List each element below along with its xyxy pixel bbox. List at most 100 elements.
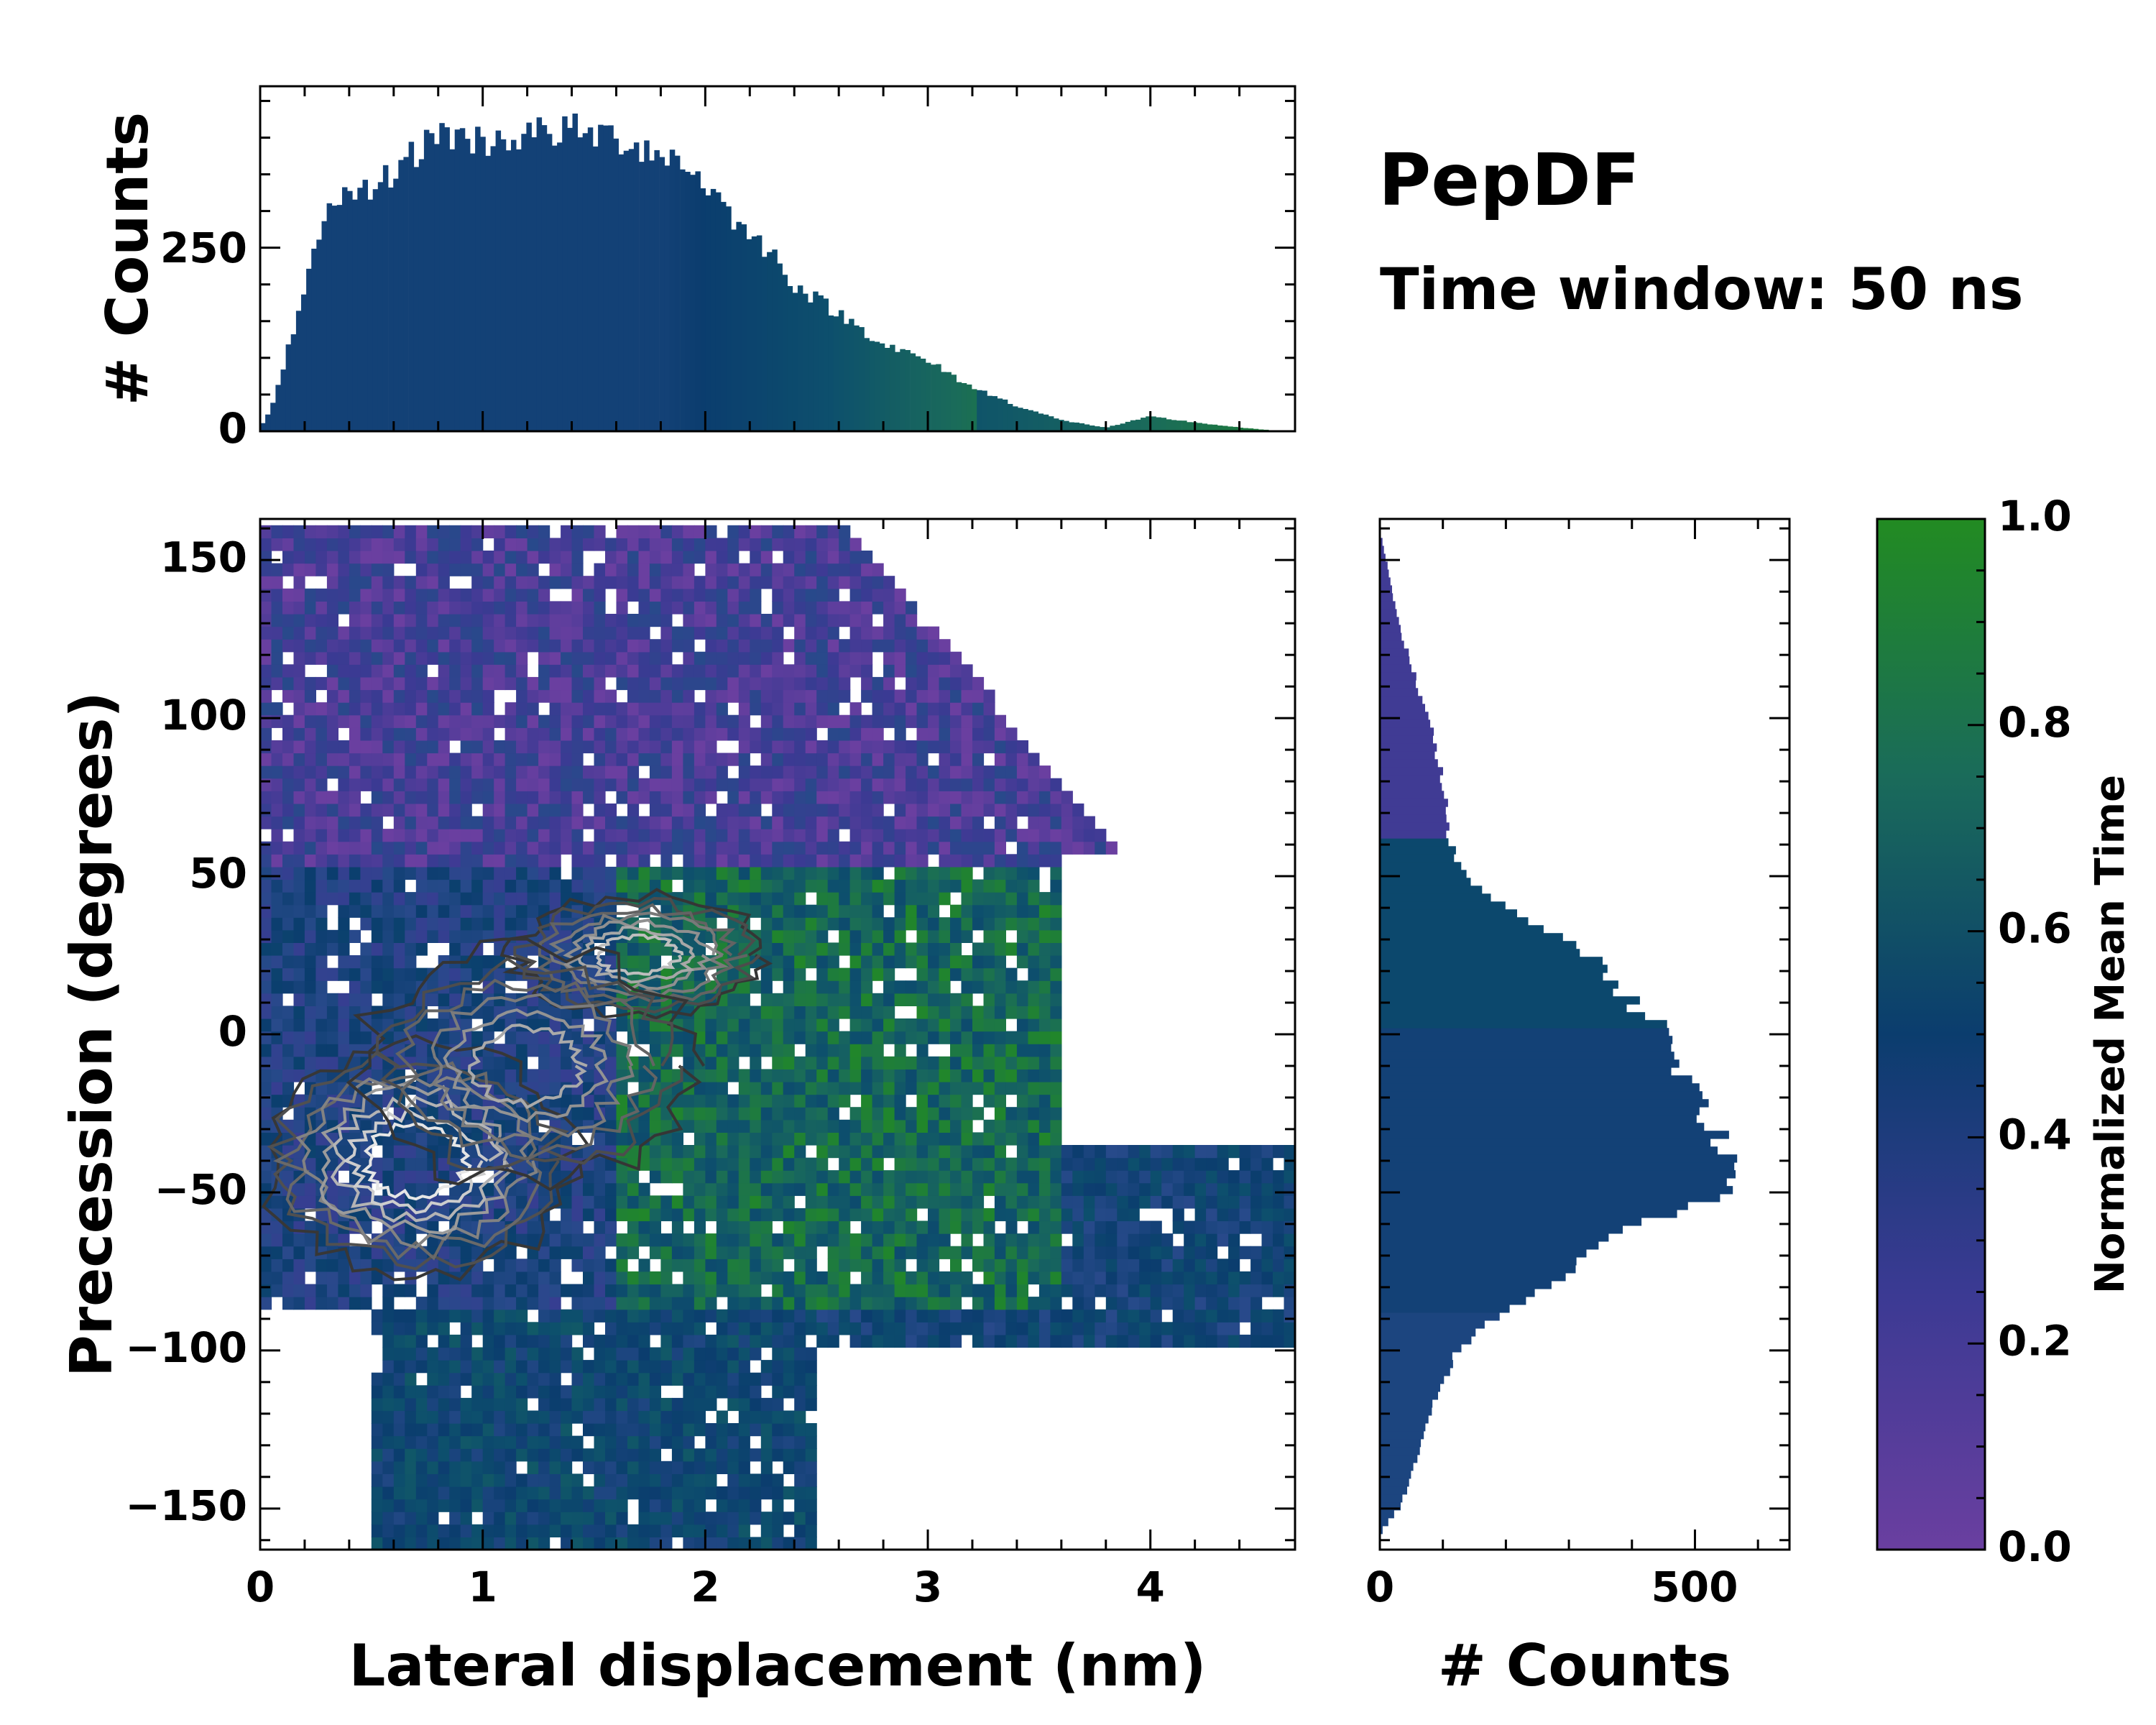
heatmap-cell <box>549 1259 561 1272</box>
heatmap-cell <box>260 1246 272 1259</box>
heatmap-cell <box>271 1069 283 1082</box>
heatmap-cell <box>549 1233 561 1247</box>
heatmap-cell <box>994 753 1006 766</box>
heatmap-cell <box>928 841 940 855</box>
heatmap-cell <box>571 1246 584 1259</box>
heatmap-cell <box>638 639 650 653</box>
heatmap-cell <box>471 753 484 766</box>
heatmap-cell <box>649 714 661 728</box>
heatmap-cell <box>794 1132 806 1146</box>
top-histogram-bar <box>1074 422 1079 431</box>
heatmap-cell <box>505 1297 517 1310</box>
heatmap-cell <box>627 1372 640 1386</box>
heatmap-cell <box>772 1271 784 1285</box>
top-histogram-bar <box>654 150 660 431</box>
heatmap-cell <box>471 917 484 931</box>
heatmap-cell <box>561 803 573 817</box>
heatmap-cell <box>405 538 417 551</box>
heatmap-cell <box>683 1246 695 1259</box>
heatmap-cell <box>594 626 606 640</box>
top-histogram-bar <box>1018 408 1023 431</box>
heatmap-cell <box>805 1018 817 1032</box>
heatmap-cell <box>805 1170 817 1184</box>
heatmap-cell <box>438 1334 450 1348</box>
heatmap-cell <box>505 1334 517 1348</box>
heatmap-cell <box>427 538 439 551</box>
top-histogram-bar <box>1064 420 1069 431</box>
heatmap-cell <box>405 904 417 918</box>
heatmap-cell <box>371 1372 383 1386</box>
heatmap-cell <box>861 1132 873 1146</box>
heatmap-cell <box>849 803 862 817</box>
heatmap-cell <box>449 1460 461 1474</box>
heatmap-cell <box>304 917 316 931</box>
top-ytick-label-0: 0 <box>218 404 247 453</box>
heatmap-cell <box>1005 1271 1018 1285</box>
heatmap-cell <box>315 1018 328 1032</box>
heatmap-cell <box>649 1397 661 1412</box>
top-histogram-bar <box>1033 411 1038 431</box>
heatmap-cell <box>516 1031 528 1044</box>
heatmap-cell <box>783 740 795 754</box>
heatmap-cell <box>638 676 650 691</box>
heatmap-cell <box>405 929 417 943</box>
heatmap-cell <box>760 1195 773 1209</box>
heatmap-cell <box>805 1006 817 1019</box>
heatmap-cell <box>638 1397 650 1412</box>
heatmap-cell <box>605 803 617 817</box>
heatmap-cell <box>605 1423 617 1437</box>
heatmap-cell <box>683 740 695 754</box>
heatmap-cell <box>538 614 550 627</box>
heatmap-cell <box>906 791 918 804</box>
heatmap-cell <box>527 1233 539 1247</box>
heatmap-cell <box>760 1423 773 1437</box>
heatmap-cell <box>538 1372 550 1386</box>
heatmap-cell <box>360 955 372 969</box>
heatmap-cell <box>928 1284 940 1297</box>
heatmap-cell <box>705 576 717 589</box>
heatmap-cell <box>772 1119 784 1133</box>
top-histogram-bar <box>972 389 977 431</box>
heatmap-cell <box>716 854 728 868</box>
heatmap-cell <box>638 955 650 969</box>
heatmap-cell <box>393 1460 405 1474</box>
heatmap-cell <box>928 1082 940 1095</box>
heatmap-cell <box>671 1297 683 1310</box>
top-histogram-bar <box>429 133 435 432</box>
heatmap-cell <box>671 1448 683 1462</box>
top-histogram-bar <box>336 205 343 431</box>
heatmap-cell <box>561 664 573 678</box>
heatmap-cell <box>671 791 683 804</box>
top-histogram-bar <box>838 310 844 431</box>
heatmap-cell <box>571 866 584 880</box>
heatmap-cell <box>360 816 372 829</box>
heatmap-cell <box>271 601 283 615</box>
heatmap-cell <box>527 525 539 538</box>
heatmap-cell <box>271 829 283 842</box>
heatmap-cell <box>916 1170 929 1184</box>
heatmap-cell <box>460 1372 472 1386</box>
heatmap-cell <box>827 1246 839 1259</box>
top-histogram-bar <box>987 395 992 431</box>
top-histogram-bar <box>470 153 476 431</box>
heatmap-cell <box>627 841 640 855</box>
heatmap-cell <box>683 1473 695 1487</box>
heatmap-cell <box>827 1006 839 1019</box>
heatmap-cell <box>950 841 962 855</box>
heatmap-cell <box>415 651 428 665</box>
heatmap-cell <box>315 829 328 842</box>
heatmap-cell <box>1038 1069 1051 1082</box>
top-histogram-bar <box>649 160 655 432</box>
heatmap-cell <box>928 1297 940 1310</box>
heatmap-cell <box>505 551 517 564</box>
heatmap-cell <box>738 714 750 728</box>
heatmap-cell <box>939 841 951 855</box>
heatmap-cell <box>694 1512 706 1525</box>
heatmap-cell <box>772 651 784 665</box>
heatmap-cell <box>405 588 417 602</box>
heatmap-cell <box>716 601 728 615</box>
heatmap-cell <box>750 664 762 678</box>
heatmap-cell <box>349 676 361 691</box>
heatmap-cell <box>371 942 383 956</box>
heatmap-cell <box>505 1182 517 1196</box>
